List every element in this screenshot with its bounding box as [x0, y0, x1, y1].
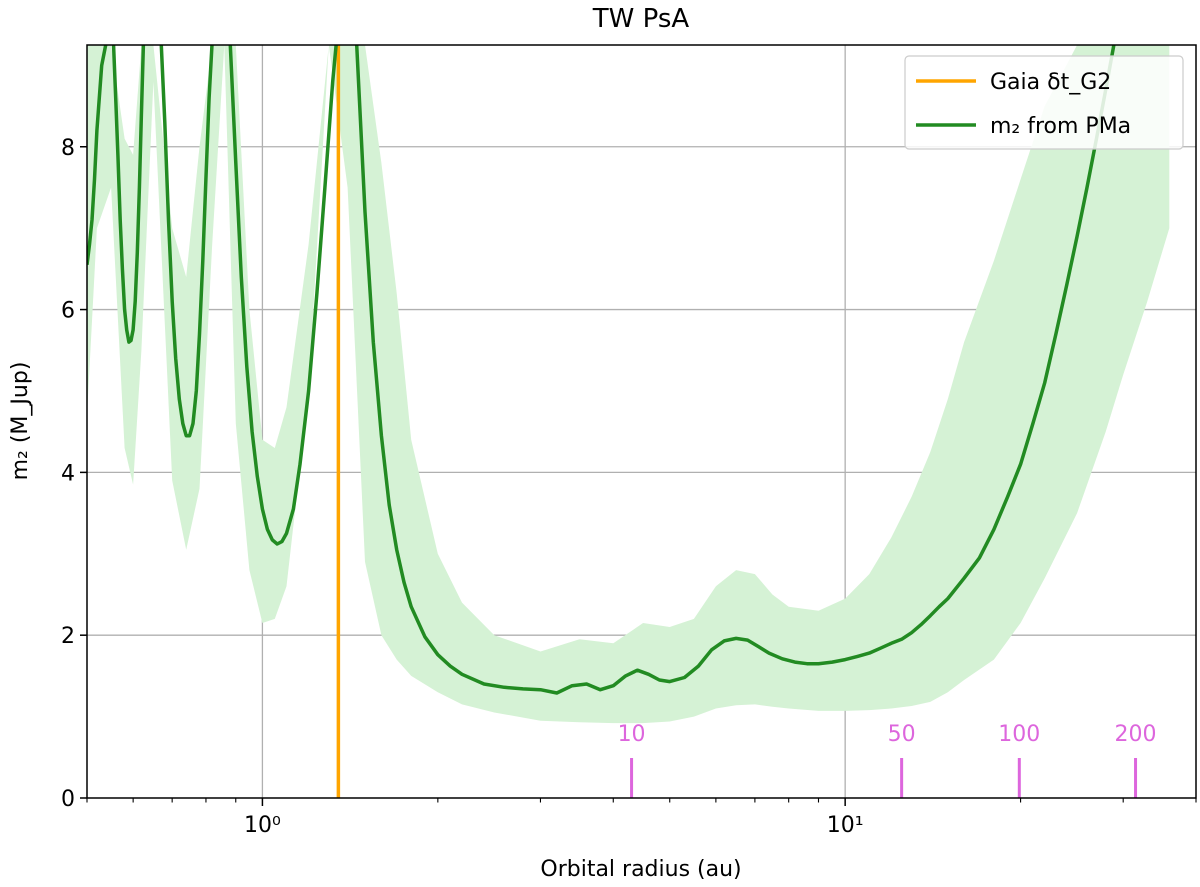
- chart-title: TW PsA: [592, 4, 690, 34]
- pma-curve-segment: [228, 45, 338, 546]
- legend: Gaia δt_G2 m₂ from PMa: [904, 55, 1184, 150]
- plot-frame: [86, 44, 1197, 799]
- series-layer: [87, 45, 1116, 798]
- y-tick-label: 0: [61, 787, 75, 812]
- pma-curve-segment: [87, 45, 108, 266]
- y-tick-label: 6: [61, 299, 75, 324]
- legend-label-pma: m₂ from PMa: [990, 114, 1131, 139]
- y-tick-label: 2: [61, 624, 75, 649]
- period-marker-label: 100: [998, 722, 1040, 747]
- x-tick-label: 10⁰: [244, 813, 281, 838]
- pma-curve-segment: [111, 45, 146, 344]
- y-axis-label: m₂ (M_Jup): [8, 362, 33, 481]
- uncertainty-band: [87, 45, 1170, 724]
- pma-curve-segment: [354, 45, 1116, 695]
- period-marker-label: 50: [888, 722, 916, 747]
- period-markers: 10 50 100 200: [618, 722, 1157, 798]
- period-marker-label: 10: [618, 722, 646, 747]
- legend-label-gaia: Gaia δt_G2: [990, 70, 1111, 95]
- x-tick-label: 10¹: [827, 813, 864, 838]
- axis-ticks: 0 2 4 6 8 10⁰ 10¹: [61, 136, 1197, 838]
- pma-curve-segment: [159, 45, 214, 438]
- period-marker-label: 200: [1115, 722, 1157, 747]
- y-tick-label: 8: [61, 136, 75, 161]
- x-axis-label: Orbital radius (au): [540, 857, 741, 882]
- y-tick-label: 4: [61, 461, 75, 486]
- band-layer: [87, 45, 1170, 724]
